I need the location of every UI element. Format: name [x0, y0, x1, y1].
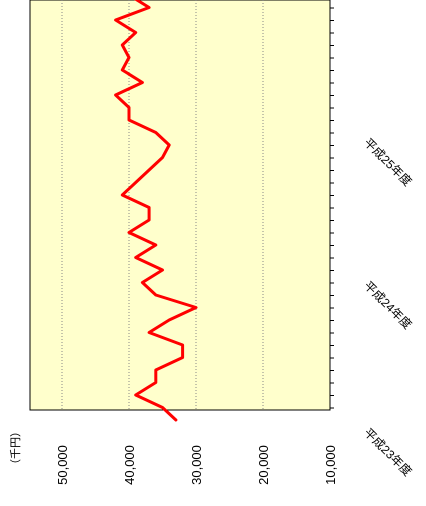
y-tick-label: 40,000 — [122, 445, 137, 485]
category-label: 平成25年度 — [361, 135, 415, 189]
series-line — [114, 0, 198, 422]
series-layer — [114, 0, 198, 422]
y-tick-label: 30,000 — [189, 445, 204, 485]
plot-area — [29, 0, 331, 411]
category-tick-marks — [330, 7, 334, 409]
y-tick-label: 20,000 — [256, 445, 271, 485]
y-tick-labels: 10,000 20,000 30,000 40,000 50,000 — [55, 445, 338, 485]
unit-label: （千円） — [9, 426, 22, 470]
gridlines — [61, 0, 264, 410]
y-tick-label: 10,000 — [323, 445, 338, 485]
category-label: 平成23年度 — [361, 425, 415, 479]
y-tick-label: 50,000 — [55, 445, 70, 485]
category-label: 平成24年度 — [361, 278, 415, 332]
